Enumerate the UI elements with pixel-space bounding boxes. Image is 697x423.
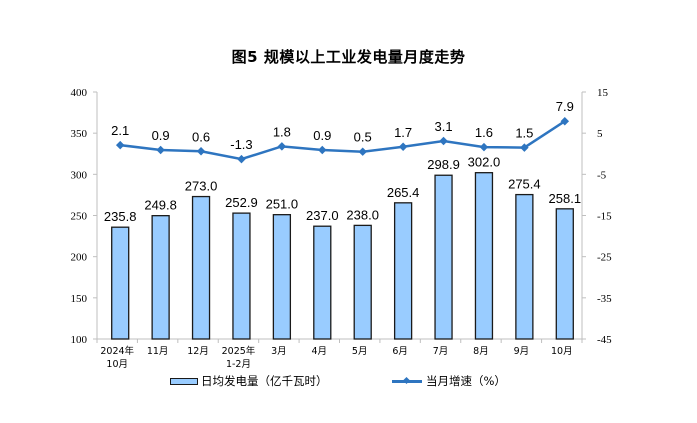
bar [272, 214, 292, 340]
x-category-label: 5月 [352, 346, 368, 357]
bar-value-label: 249.8 [144, 198, 177, 213]
line-value-label: 1.5 [515, 126, 533, 141]
data-labels: 235.8 249.8 273.0 252.9 251.0 237.0 238.0 265.4… [104, 99, 581, 224]
bar [191, 195, 211, 340]
x-category-label: 4月 [312, 346, 328, 357]
bar [151, 215, 170, 340]
right-tick-label: 5 [597, 128, 603, 140]
bar-series [111, 172, 574, 340]
line-point-marker-icon [439, 136, 448, 146]
line-value-label: 0.9 [313, 128, 331, 143]
bar-value-label: 275.4 [508, 177, 541, 192]
left-tick-label: 250 [71, 211, 88, 223]
line-value-label: 1.8 [273, 124, 291, 139]
bar-value-label: 251.0 [266, 197, 299, 212]
line-point-marker-icon [115, 140, 125, 150]
legend-item-line: 当月增速（%） [392, 373, 506, 389]
bar-value-label: 252.9 [225, 195, 258, 210]
bar-value-label: 258.1 [549, 191, 582, 206]
legend-bar-label: 日均发电量（亿千瓦时） [201, 374, 328, 388]
bar-value-label: 273.0 [185, 179, 218, 194]
right-tick-label: 15 [597, 87, 609, 99]
x-category-label: 9月 [514, 346, 530, 357]
x-category-label: 2025年 [222, 345, 256, 357]
line-value-label: -1.3 [230, 137, 252, 152]
line-value-label: 2.1 [111, 123, 129, 138]
legend-bar-swatch-icon [170, 377, 198, 385]
legend-item-bar: 日均发电量（亿千瓦时） [170, 373, 328, 389]
bar-value-label: 238.0 [346, 207, 379, 222]
x-category-label: 3月 [271, 346, 287, 357]
bar [555, 208, 574, 340]
x-category-label: 7月 [433, 346, 449, 357]
line-point-marker-icon [318, 145, 327, 155]
bar [434, 174, 453, 340]
left-tick-label: 350 [71, 128, 88, 140]
left-tick-label: 300 [71, 169, 88, 181]
right-tick-label: -45 [597, 334, 612, 346]
line-value-label: 7.9 [556, 99, 574, 114]
legend-line-label: 当月增速（%） [426, 374, 506, 388]
bar [232, 212, 251, 340]
left-tick-label: 100 [71, 334, 88, 346]
x-category-label: 8月 [473, 346, 489, 357]
bar [353, 224, 372, 340]
growth-line [120, 120, 566, 161]
bar [515, 193, 534, 340]
chart-title: 图5 规模以上工业发电量月度走势 [231, 48, 466, 66]
bar-value-label: 237.0 [306, 208, 339, 223]
line-point-marker-icon [156, 145, 165, 155]
x-category-label: 10月 [106, 359, 128, 370]
line-point-marker-icon [398, 142, 408, 151]
right-tick-label: -15 [597, 211, 612, 223]
legend-line-swatch-icon [392, 376, 422, 386]
right-tick-label: -35 [597, 293, 612, 305]
right-tick-label: -5 [597, 169, 607, 181]
x-category-label: 2024年 [100, 345, 134, 357]
bar [474, 172, 494, 340]
bar [393, 202, 413, 340]
x-category-label: 11月 [147, 346, 169, 357]
x-category-label: 1-2月 [226, 359, 251, 370]
left-tick-label: 400 [71, 87, 88, 99]
axes: 400 350 300 250 200 150 100 15 5 -5 -15 -25 -35 -45 20… [71, 87, 613, 370]
line-point-marker-icon [358, 147, 367, 156]
line-point-marker-icon [196, 147, 206, 156]
bar [111, 226, 130, 340]
line-value-label: 0.6 [192, 129, 210, 144]
bar-value-label: 235.8 [104, 209, 137, 224]
bar-value-label: 298.9 [427, 157, 460, 172]
x-category-label: 10月 [551, 346, 573, 357]
line-value-label: 0.5 [354, 130, 372, 145]
line-value-label: 0.9 [152, 128, 170, 143]
bar-value-label: 302.0 [468, 155, 501, 170]
line-value-label: 1.6 [475, 125, 493, 140]
left-tick-label: 200 [71, 252, 88, 264]
bar-value-label: 265.4 [387, 185, 420, 200]
x-category-label: 6月 [392, 346, 408, 357]
bar [313, 225, 332, 340]
x-category-label: 12月 [187, 346, 209, 357]
line-point-marker-icon [479, 142, 489, 152]
line-value-label: 1.7 [394, 125, 412, 140]
right-tick-label: -25 [597, 252, 612, 264]
line-point-marker-icon [237, 154, 246, 164]
line-point-marker-icon [277, 142, 287, 151]
line-value-label: 3.1 [435, 119, 453, 134]
left-tick-label: 150 [71, 293, 88, 305]
line-series [115, 116, 570, 164]
